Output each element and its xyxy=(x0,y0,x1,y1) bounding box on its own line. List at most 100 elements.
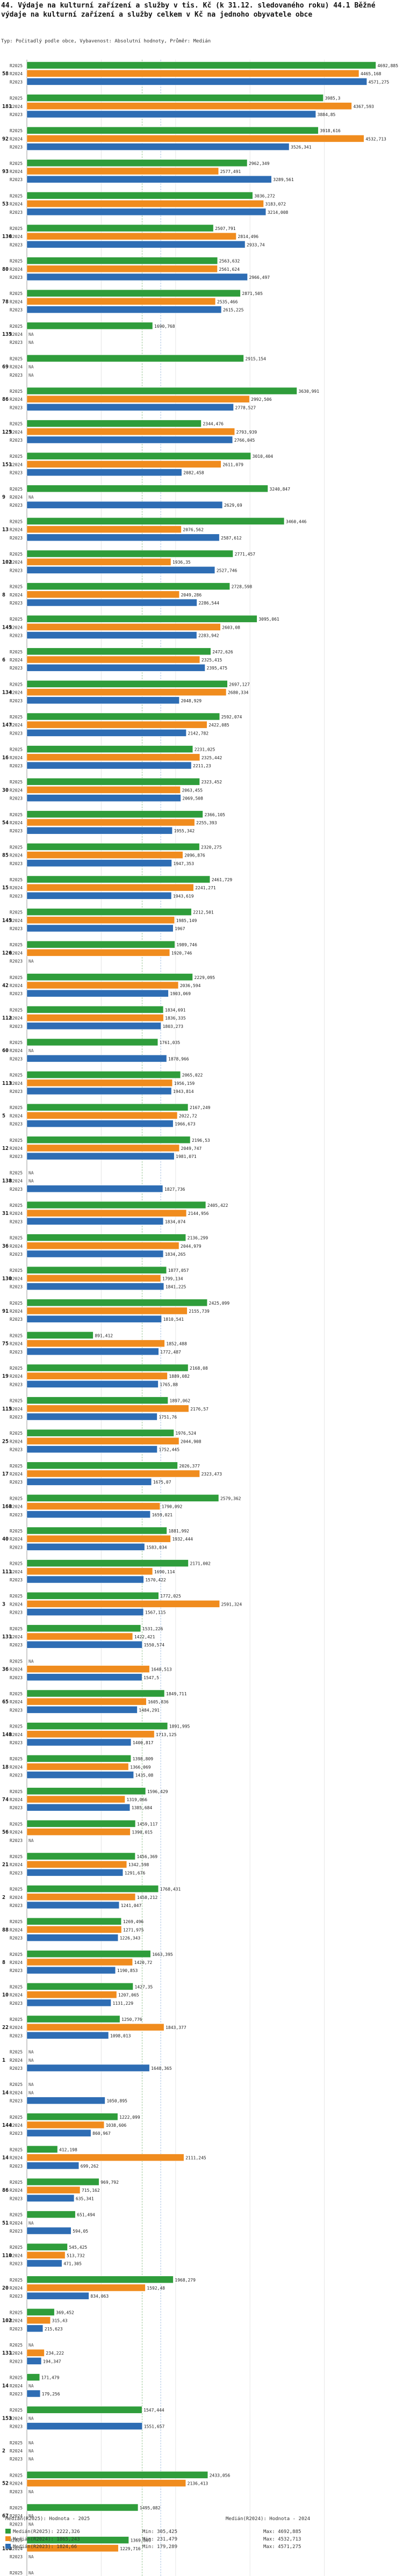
bar-value-label: 2229,095 xyxy=(195,975,215,980)
bar xyxy=(26,1437,179,1445)
bar xyxy=(26,1071,181,1078)
series-row-label: R2024 xyxy=(10,528,23,533)
category-label: 54 xyxy=(2,820,9,826)
series-row-label: R2025 xyxy=(10,389,23,394)
series-row-label: R2024 xyxy=(10,983,23,988)
bar-value-label: 2680,334 xyxy=(228,690,249,695)
series-row-label: R2024 xyxy=(10,104,23,109)
bar-value-label: 369,452 xyxy=(56,2310,74,2315)
series-row-label: R2023 xyxy=(10,177,23,182)
series-row-label: R2024 xyxy=(10,1862,23,1867)
series-row-label: R2025 xyxy=(10,617,23,622)
series-row-label: R2025 xyxy=(10,291,23,296)
category-label: 31 xyxy=(2,1211,9,1217)
bar-value-label: 2422,085 xyxy=(208,723,229,728)
bar xyxy=(26,1567,153,1575)
category-label: 88 xyxy=(2,1927,9,1933)
series-row-label: R2023 xyxy=(10,1773,23,1778)
bar-value-label: 1810,541 xyxy=(163,1317,184,1322)
bar-value-label: 513,732 xyxy=(67,2253,85,2258)
bar xyxy=(26,558,171,566)
bar xyxy=(26,1103,189,1111)
bar-value-label: 2344,476 xyxy=(203,422,224,427)
bar xyxy=(26,452,251,460)
series-row-label: R2024 xyxy=(10,2025,23,2030)
bar xyxy=(26,1087,172,1095)
category-label: 145 xyxy=(2,918,12,924)
category-label: 67 xyxy=(2,2513,9,2519)
bar-value-label: 2176,57 xyxy=(190,1407,208,1412)
bar xyxy=(26,1592,159,1600)
bar-value-label: 1841,225 xyxy=(165,1285,186,1290)
bar-value-label: 315,43 xyxy=(52,2319,68,2323)
series-row-label: R2025 xyxy=(10,193,23,198)
series-row-label: R2024 xyxy=(10,234,23,239)
na-label: NA xyxy=(28,2489,34,2494)
series-row-label: R2024 xyxy=(10,1048,23,1053)
bar-value-label: 4532,713 xyxy=(365,136,386,141)
category-label: 125 xyxy=(2,429,12,435)
category-label: 112 xyxy=(2,1016,12,1021)
bar-value-label: 545,425 xyxy=(69,2245,87,2250)
series-row-label: R2023 xyxy=(10,2489,23,2494)
bar-value-label: 1947,353 xyxy=(174,861,195,866)
category-label: 9 xyxy=(2,494,5,500)
series-row-label: R2024 xyxy=(10,365,23,370)
bar xyxy=(26,2032,109,2039)
series-row-label: R2023 xyxy=(10,666,23,671)
bar-value-label: 2793,939 xyxy=(236,430,257,435)
bar-value-label: 1989,746 xyxy=(176,942,197,947)
bar xyxy=(26,1079,172,1087)
bar-value-label: 1920,746 xyxy=(171,951,192,955)
bar-value-label: 1663,395 xyxy=(152,1952,173,1957)
series-row-label: R2024 xyxy=(10,1472,23,1477)
series-row-label: R2023 xyxy=(10,568,23,573)
bar-value-label: 2049,747 xyxy=(181,1146,202,1151)
series-row-label: R2025 xyxy=(10,2506,23,2510)
series-row-label: R2025 xyxy=(10,422,23,427)
bar-value-label: 1985,149 xyxy=(176,918,197,923)
bar-value-label: 1422,421 xyxy=(134,1635,155,1639)
bar xyxy=(26,2308,55,2316)
category-label: 74 xyxy=(2,1797,9,1803)
bar-value-label: 1713,125 xyxy=(156,1732,177,1737)
bar xyxy=(26,69,359,77)
series-row-label: R2023 xyxy=(10,1448,23,1452)
bar xyxy=(26,428,235,436)
category-label: 8 xyxy=(2,1960,5,1966)
series-row-label: R2023 xyxy=(10,1056,23,1061)
legend-max: Max: 4692,885 xyxy=(263,2529,301,2535)
bar xyxy=(26,1966,116,1974)
category-label: 151 xyxy=(2,462,12,467)
bar xyxy=(26,1689,165,1697)
series-row-label: R2025 xyxy=(10,1138,23,1143)
bar xyxy=(26,647,211,656)
bar-value-label: 1852,488 xyxy=(166,1342,187,1347)
bar-value-label: 2405,422 xyxy=(207,1203,228,1208)
series-row-label: R2024 xyxy=(10,1993,23,1998)
bar-value-label: 3884,85 xyxy=(318,112,336,117)
bar-value-label: 1050,895 xyxy=(106,2099,127,2104)
bar xyxy=(26,1673,142,1681)
category-label: 25 xyxy=(2,1438,9,1444)
category-label: 14 xyxy=(2,2090,9,2096)
series-row-label: R2024 xyxy=(10,2416,23,2421)
series-row-label: R2023 xyxy=(10,1089,23,1094)
bar xyxy=(26,1787,146,1795)
bar-value-label: 1932,444 xyxy=(172,1537,193,1542)
bar-value-label: 1531,226 xyxy=(142,1627,163,1631)
category-label: 80 xyxy=(2,267,9,272)
bar xyxy=(26,908,192,916)
legend-entry: Medián(R2024): Hodnota - 2024 xyxy=(226,2516,310,2522)
series-row-label: R2024 xyxy=(10,71,23,76)
bar xyxy=(26,1185,163,1193)
bar-value-label: 1271,975 xyxy=(123,1927,144,1932)
bar-value-label: 2063,455 xyxy=(182,788,203,793)
bar-value-label: 1398,809 xyxy=(133,1757,154,1761)
series-row-label: R2024 xyxy=(10,2319,23,2323)
category-label: 6 xyxy=(2,657,5,663)
legend-max: Max: 4571,275 xyxy=(263,2544,301,2550)
bar-value-label: 2527,746 xyxy=(217,568,238,573)
series-row-label: R2025 xyxy=(10,1659,23,1664)
series-row-label: R2023 xyxy=(10,1805,23,1810)
